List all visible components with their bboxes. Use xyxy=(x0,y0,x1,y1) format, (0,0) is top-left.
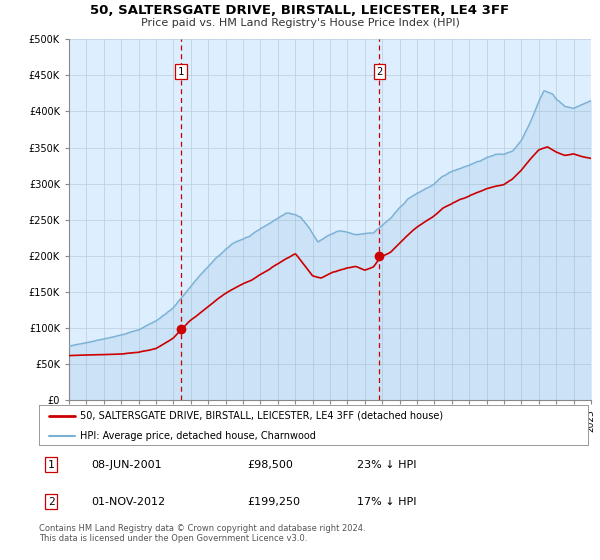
Text: Contains HM Land Registry data © Crown copyright and database right 2024.: Contains HM Land Registry data © Crown c… xyxy=(39,524,365,533)
Text: 1: 1 xyxy=(48,460,55,470)
Text: This data is licensed under the Open Government Licence v3.0.: This data is licensed under the Open Gov… xyxy=(39,534,307,543)
Text: 23% ↓ HPI: 23% ↓ HPI xyxy=(358,460,417,470)
Text: 08-JUN-2001: 08-JUN-2001 xyxy=(91,460,162,470)
Text: Price paid vs. HM Land Registry's House Price Index (HPI): Price paid vs. HM Land Registry's House … xyxy=(140,18,460,28)
Text: 17% ↓ HPI: 17% ↓ HPI xyxy=(358,497,417,507)
Text: 2: 2 xyxy=(376,67,382,77)
Text: 50, SALTERSGATE DRIVE, BIRSTALL, LEICESTER, LE4 3FF (detached house): 50, SALTERSGATE DRIVE, BIRSTALL, LEICEST… xyxy=(80,411,443,421)
Text: £98,500: £98,500 xyxy=(248,460,293,470)
Text: 2: 2 xyxy=(48,497,55,507)
Text: £199,250: £199,250 xyxy=(248,497,301,507)
Text: 50, SALTERSGATE DRIVE, BIRSTALL, LEICESTER, LE4 3FF: 50, SALTERSGATE DRIVE, BIRSTALL, LEICEST… xyxy=(91,4,509,17)
Text: 01-NOV-2012: 01-NOV-2012 xyxy=(91,497,165,507)
Text: HPI: Average price, detached house, Charnwood: HPI: Average price, detached house, Char… xyxy=(80,431,316,441)
Text: 1: 1 xyxy=(178,67,184,77)
